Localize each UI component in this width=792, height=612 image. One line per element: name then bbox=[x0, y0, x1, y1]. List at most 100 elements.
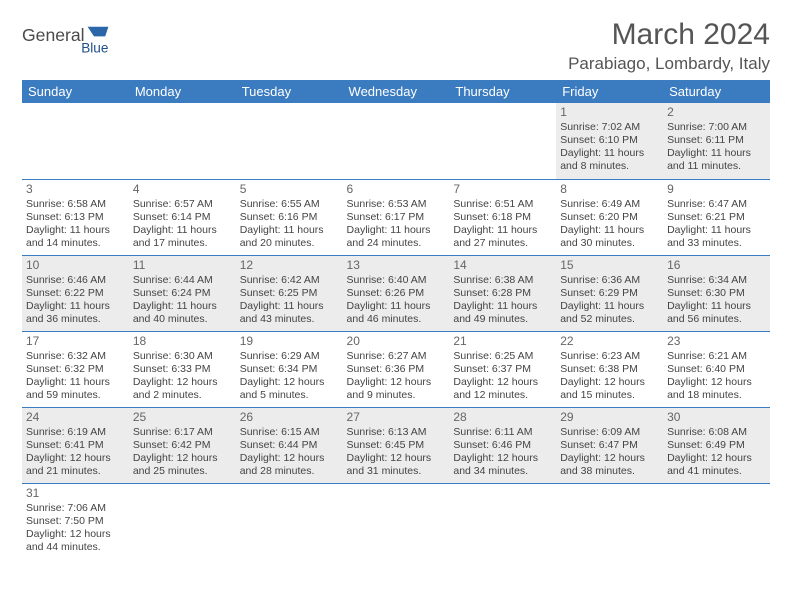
calendar-day-cell: 19Sunrise: 6:29 AMSunset: 6:34 PMDayligh… bbox=[236, 331, 343, 407]
daylight-text: and 40 minutes. bbox=[133, 313, 232, 326]
weekday-header: Monday bbox=[129, 80, 236, 103]
daylight-text: Daylight: 11 hours bbox=[560, 224, 659, 237]
day-number: 19 bbox=[240, 334, 339, 349]
calendar-day-cell: 20Sunrise: 6:27 AMSunset: 6:36 PMDayligh… bbox=[343, 331, 450, 407]
daylight-text: and 5 minutes. bbox=[240, 389, 339, 402]
calendar-day-cell bbox=[663, 483, 770, 561]
sunset-text: Sunset: 6:11 PM bbox=[667, 134, 766, 147]
day-number: 13 bbox=[347, 258, 446, 273]
calendar-day-cell bbox=[556, 483, 663, 561]
calendar-day-cell bbox=[343, 483, 450, 561]
daylight-text: Daylight: 11 hours bbox=[560, 147, 659, 160]
sunrise-text: Sunrise: 6:42 AM bbox=[240, 274, 339, 287]
calendar-day-cell: 11Sunrise: 6:44 AMSunset: 6:24 PMDayligh… bbox=[129, 255, 236, 331]
daylight-text: Daylight: 11 hours bbox=[26, 224, 125, 237]
title-block: March 2024 Parabiago, Lombardy, Italy bbox=[568, 18, 770, 74]
calendar-day-cell: 13Sunrise: 6:40 AMSunset: 6:26 PMDayligh… bbox=[343, 255, 450, 331]
sunrise-text: Sunrise: 6:47 AM bbox=[667, 198, 766, 211]
sunset-text: Sunset: 6:26 PM bbox=[347, 287, 446, 300]
daylight-text: and 56 minutes. bbox=[667, 313, 766, 326]
day-number: 20 bbox=[347, 334, 446, 349]
sunset-text: Sunset: 6:22 PM bbox=[26, 287, 125, 300]
calendar-day-cell: 10Sunrise: 6:46 AMSunset: 6:22 PMDayligh… bbox=[22, 255, 129, 331]
calendar-day-cell: 16Sunrise: 6:34 AMSunset: 6:30 PMDayligh… bbox=[663, 255, 770, 331]
day-number: 14 bbox=[453, 258, 552, 273]
sunset-text: Sunset: 6:13 PM bbox=[26, 211, 125, 224]
daylight-text: Daylight: 11 hours bbox=[453, 224, 552, 237]
daylight-text: Daylight: 11 hours bbox=[453, 300, 552, 313]
weekday-header: Wednesday bbox=[343, 80, 450, 103]
logo-text-1: General bbox=[22, 25, 85, 45]
calendar-week-row: 24Sunrise: 6:19 AMSunset: 6:41 PMDayligh… bbox=[22, 407, 770, 483]
daylight-text: Daylight: 11 hours bbox=[240, 224, 339, 237]
daylight-text: Daylight: 12 hours bbox=[133, 452, 232, 465]
sunrise-text: Sunrise: 6:13 AM bbox=[347, 426, 446, 439]
day-number: 31 bbox=[26, 486, 125, 501]
calendar-day-cell bbox=[236, 103, 343, 179]
sunset-text: Sunset: 6:49 PM bbox=[667, 439, 766, 452]
sunrise-text: Sunrise: 6:36 AM bbox=[560, 274, 659, 287]
sunset-text: Sunset: 6:36 PM bbox=[347, 363, 446, 376]
sunrise-text: Sunrise: 6:17 AM bbox=[133, 426, 232, 439]
day-number: 16 bbox=[667, 258, 766, 273]
daylight-text: Daylight: 12 hours bbox=[667, 452, 766, 465]
calendar-day-cell: 18Sunrise: 6:30 AMSunset: 6:33 PMDayligh… bbox=[129, 331, 236, 407]
calendar-day-cell: 29Sunrise: 6:09 AMSunset: 6:47 PMDayligh… bbox=[556, 407, 663, 483]
sunset-text: Sunset: 6:29 PM bbox=[560, 287, 659, 300]
sunset-text: Sunset: 6:46 PM bbox=[453, 439, 552, 452]
sunset-text: Sunset: 6:30 PM bbox=[667, 287, 766, 300]
daylight-text: Daylight: 12 hours bbox=[560, 452, 659, 465]
sunrise-text: Sunrise: 6:29 AM bbox=[240, 350, 339, 363]
daylight-text: Daylight: 11 hours bbox=[667, 224, 766, 237]
day-number: 25 bbox=[133, 410, 232, 425]
calendar-week-row: 17Sunrise: 6:32 AMSunset: 6:32 PMDayligh… bbox=[22, 331, 770, 407]
brand-logo: General Blue bbox=[22, 18, 142, 58]
sunset-text: Sunset: 6:38 PM bbox=[560, 363, 659, 376]
day-number: 24 bbox=[26, 410, 125, 425]
daylight-text: and 24 minutes. bbox=[347, 237, 446, 250]
sunset-text: Sunset: 6:18 PM bbox=[453, 211, 552, 224]
calendar-day-cell: 24Sunrise: 6:19 AMSunset: 6:41 PMDayligh… bbox=[22, 407, 129, 483]
sunrise-text: Sunrise: 6:30 AM bbox=[133, 350, 232, 363]
calendar-day-cell: 17Sunrise: 6:32 AMSunset: 6:32 PMDayligh… bbox=[22, 331, 129, 407]
calendar-day-cell: 7Sunrise: 6:51 AMSunset: 6:18 PMDaylight… bbox=[449, 179, 556, 255]
weekday-header: Thursday bbox=[449, 80, 556, 103]
day-number: 10 bbox=[26, 258, 125, 273]
day-number: 26 bbox=[240, 410, 339, 425]
daylight-text: Daylight: 12 hours bbox=[347, 452, 446, 465]
sunrise-text: Sunrise: 6:40 AM bbox=[347, 274, 446, 287]
sunset-text: Sunset: 6:16 PM bbox=[240, 211, 339, 224]
daylight-text: and 33 minutes. bbox=[667, 237, 766, 250]
daylight-text: and 30 minutes. bbox=[560, 237, 659, 250]
daylight-text: Daylight: 12 hours bbox=[347, 376, 446, 389]
daylight-text: and 14 minutes. bbox=[26, 237, 125, 250]
sunrise-text: Sunrise: 6:23 AM bbox=[560, 350, 659, 363]
calendar-week-row: 3Sunrise: 6:58 AMSunset: 6:13 PMDaylight… bbox=[22, 179, 770, 255]
day-number: 4 bbox=[133, 182, 232, 197]
calendar-day-cell: 12Sunrise: 6:42 AMSunset: 6:25 PMDayligh… bbox=[236, 255, 343, 331]
calendar-week-row: 1Sunrise: 7:02 AMSunset: 6:10 PMDaylight… bbox=[22, 103, 770, 179]
calendar-day-cell: 8Sunrise: 6:49 AMSunset: 6:20 PMDaylight… bbox=[556, 179, 663, 255]
day-number: 21 bbox=[453, 334, 552, 349]
daylight-text: and 38 minutes. bbox=[560, 465, 659, 478]
daylight-text: Daylight: 11 hours bbox=[133, 224, 232, 237]
calendar-day-cell: 26Sunrise: 6:15 AMSunset: 6:44 PMDayligh… bbox=[236, 407, 343, 483]
daylight-text: Daylight: 11 hours bbox=[26, 300, 125, 313]
sunset-text: Sunset: 6:47 PM bbox=[560, 439, 659, 452]
day-number: 5 bbox=[240, 182, 339, 197]
daylight-text: and 9 minutes. bbox=[347, 389, 446, 402]
location-subtitle: Parabiago, Lombardy, Italy bbox=[568, 54, 770, 74]
calendar-day-cell: 27Sunrise: 6:13 AMSunset: 6:45 PMDayligh… bbox=[343, 407, 450, 483]
sunset-text: Sunset: 6:20 PM bbox=[560, 211, 659, 224]
daylight-text: and 21 minutes. bbox=[26, 465, 125, 478]
day-number: 8 bbox=[560, 182, 659, 197]
sunset-text: Sunset: 7:50 PM bbox=[26, 515, 125, 528]
logo-icon: General Blue bbox=[22, 18, 142, 58]
sunrise-text: Sunrise: 6:21 AM bbox=[667, 350, 766, 363]
daylight-text: Daylight: 12 hours bbox=[453, 376, 552, 389]
calendar-day-cell: 28Sunrise: 6:11 AMSunset: 6:46 PMDayligh… bbox=[449, 407, 556, 483]
daylight-text: Daylight: 12 hours bbox=[240, 376, 339, 389]
sunset-text: Sunset: 6:24 PM bbox=[133, 287, 232, 300]
calendar-day-cell bbox=[343, 103, 450, 179]
sunset-text: Sunset: 6:45 PM bbox=[347, 439, 446, 452]
